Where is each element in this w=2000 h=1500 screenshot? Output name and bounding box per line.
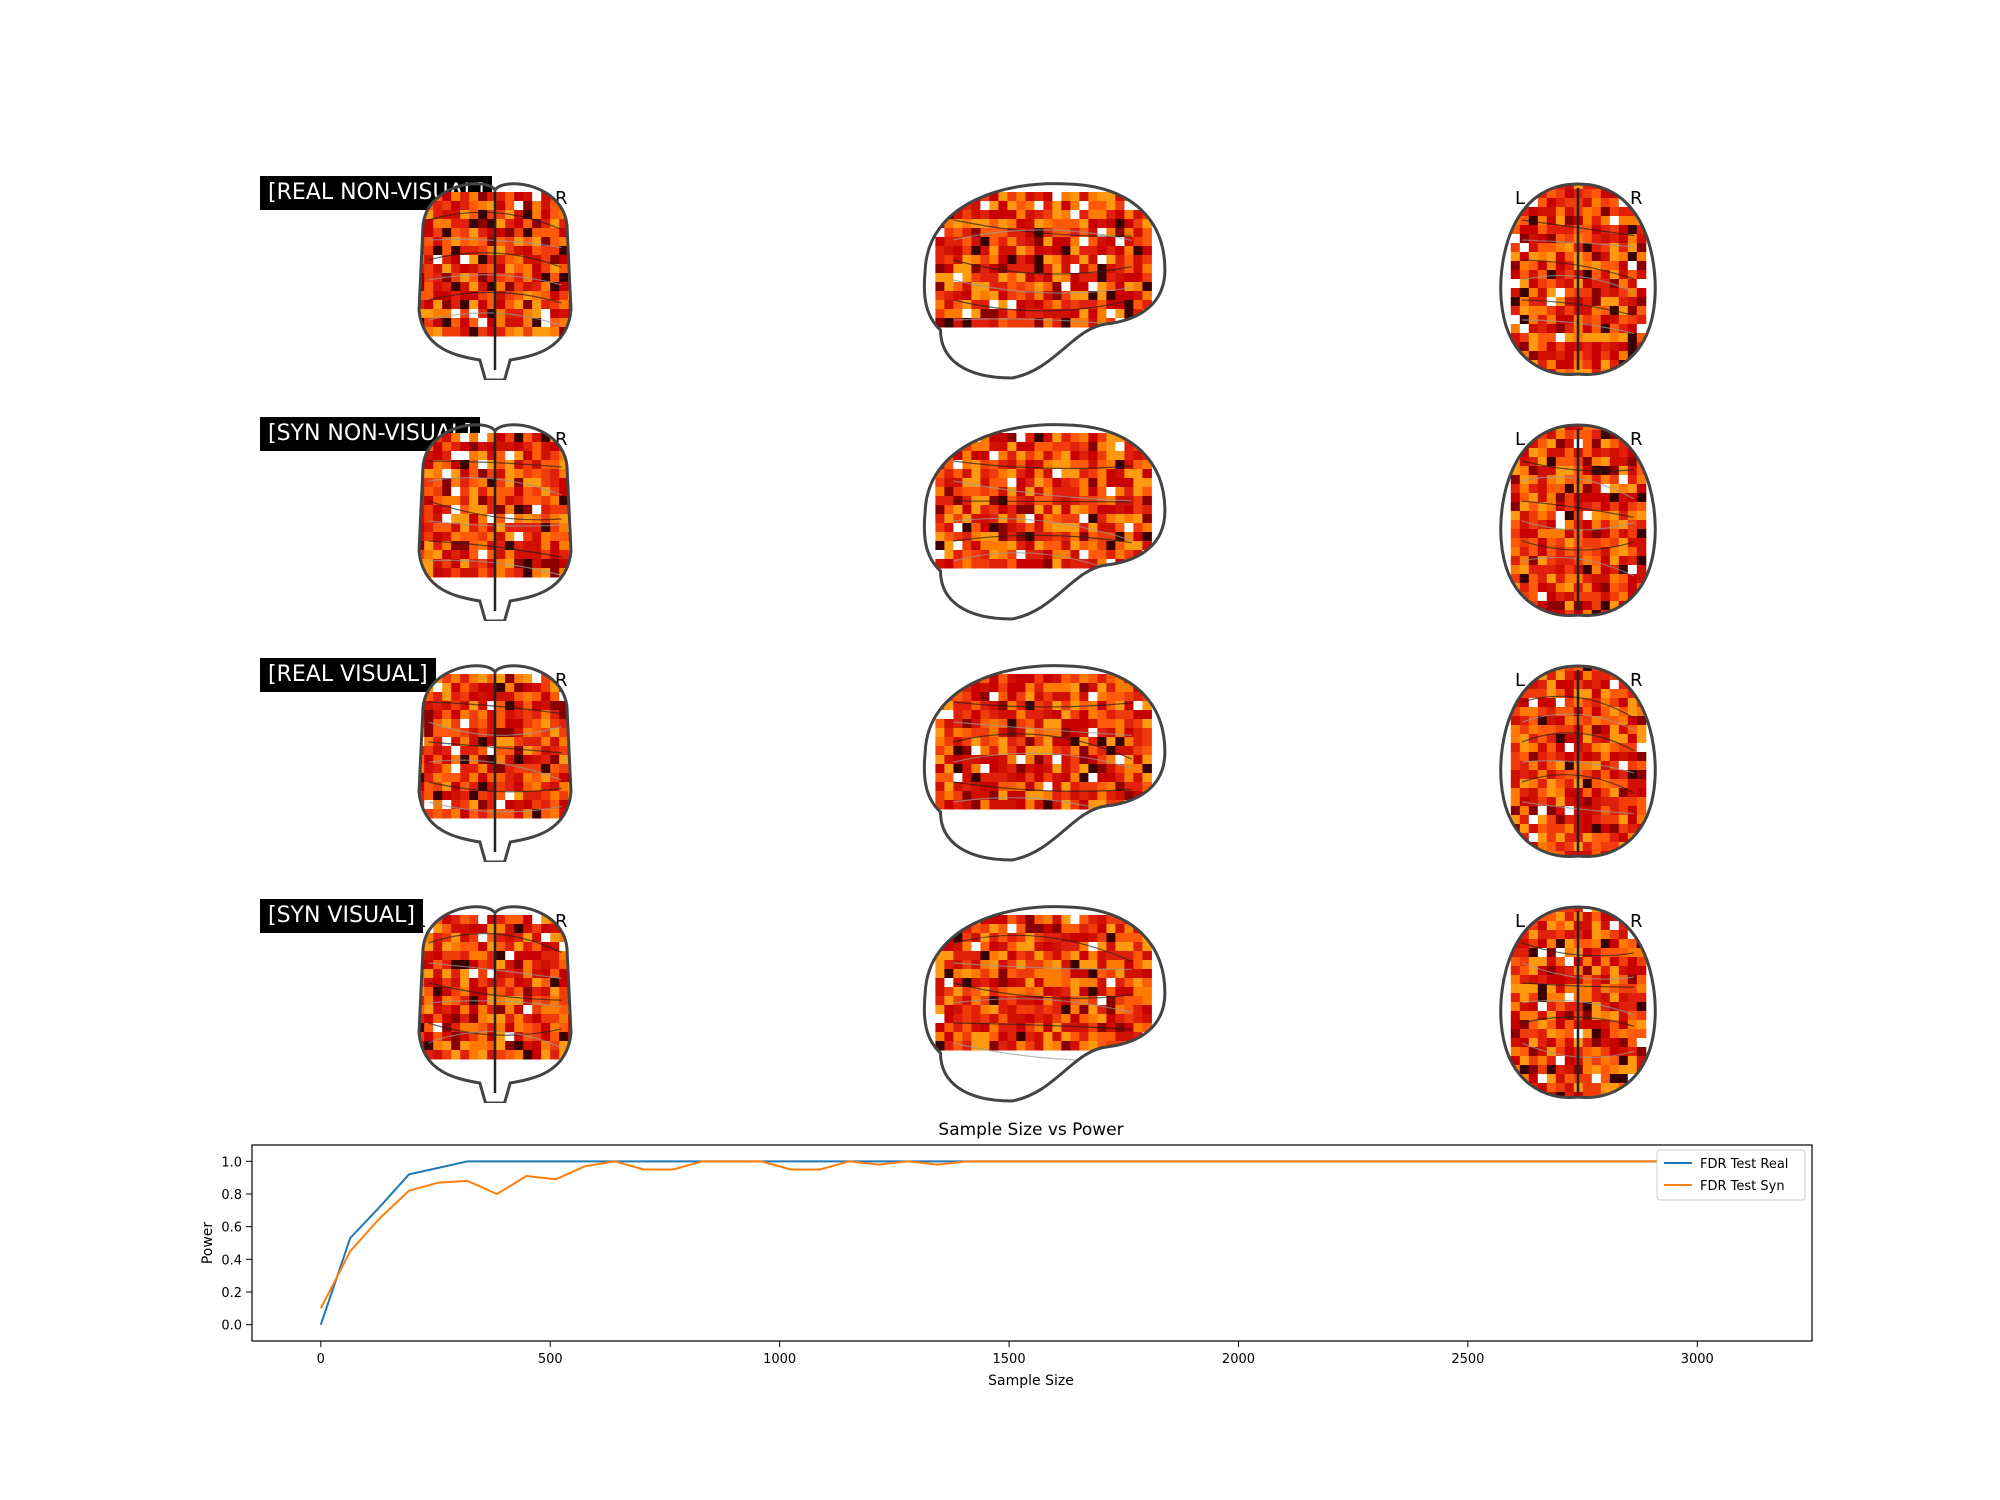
x-axis-label: Sample Size [988, 1373, 1074, 1389]
gyrus-line [953, 982, 1132, 999]
y-tick-label: 0.2 [221, 1286, 242, 1301]
brain-outline [1499, 423, 1657, 618]
activation-map [419, 674, 571, 819]
brain-outline [922, 664, 1167, 862]
row-label-syn-visual: [SYN VISUAL] [260, 899, 423, 933]
series-line-syn [319, 1160, 1790, 1309]
chart-title: Sample Size vs Power [938, 1120, 1123, 1140]
power-line-chart: Sample Size vs Power 0 500 1000 1500 2000 250… [200, 1120, 1813, 1389]
brain-outline [922, 423, 1167, 621]
x-tick-label: 1500 [993, 1352, 1026, 1367]
activation-map [419, 433, 571, 578]
x-tick-label: 2000 [1222, 1352, 1255, 1367]
legend-label-syn: FDR Test Syn [1700, 1179, 1785, 1194]
gyrus-line [953, 299, 1132, 312]
x-tick-label: 500 [538, 1352, 563, 1367]
axial-left-letter: L [1515, 911, 1526, 932]
axial-right-letter: R [1630, 429, 1643, 450]
glass-brain-sagittal [922, 423, 1167, 621]
gyrus-line [953, 721, 1132, 737]
axial-right-letter: R [1630, 670, 1643, 691]
y-tick-label: 0.4 [221, 1253, 242, 1268]
axial-left-letter: L [1515, 429, 1526, 450]
glass-brain-axial [1499, 905, 1657, 1100]
gyrus-line [953, 733, 1132, 760]
y-tick-label: 0.6 [221, 1221, 242, 1236]
glass-brain-coronal [417, 664, 573, 862]
gyrus-line [953, 500, 1132, 503]
gyrus-line [953, 752, 1132, 769]
brain-outline [417, 664, 573, 862]
brain-outline [1499, 664, 1657, 859]
glass-brain-sagittal [922, 905, 1167, 1103]
axial-right-letter: R [1630, 188, 1643, 209]
glass-brain-axial [1499, 664, 1657, 859]
gyrus-line [953, 701, 1132, 708]
brain-outline [417, 182, 573, 380]
gyrus-line [953, 534, 1132, 544]
gyrus-line [953, 229, 1132, 241]
glass-brain-coronal [417, 182, 573, 380]
axial-left-letter: L [1515, 188, 1526, 209]
row-label-real-visual: [REAL VISUAL] [260, 658, 436, 692]
brain-outline [417, 423, 573, 621]
gyrus-line [953, 518, 1132, 542]
activation-map [935, 192, 1152, 328]
coronal-left-letter: L [415, 911, 426, 932]
x-tick-label: 3000 [1681, 1352, 1714, 1367]
brain-outline [1499, 182, 1657, 377]
brain-outline [417, 905, 573, 1103]
gyrus-line [953, 781, 1132, 792]
activation-map [935, 674, 1152, 810]
chart-legend: FDR Test Real FDR Test Syn [1656, 1149, 1806, 1201]
y-axis-label: Power [200, 1222, 216, 1265]
series-line-real [319, 1160, 1790, 1325]
gyrus-line [953, 480, 1132, 502]
y-tick-label: 0.0 [221, 1319, 242, 1334]
activation-map [935, 915, 1152, 1051]
axial-left-letter: L [1515, 670, 1526, 691]
gyrus-line [953, 279, 1132, 294]
brain-outline [1499, 905, 1657, 1100]
gyrus-line [953, 1022, 1132, 1030]
glass-brain-coronal [417, 905, 573, 1103]
gyrus-line [953, 962, 1132, 970]
glass-brain-coronal [417, 423, 573, 621]
brain-outline [922, 182, 1167, 380]
y-tick-label: 1.0 [221, 1155, 242, 1170]
glass-brain-sagittal [922, 182, 1167, 380]
activation-map [419, 915, 571, 1060]
glass-brain-axial [1499, 182, 1657, 377]
x-tick-label: 1000 [763, 1352, 796, 1367]
x-tick-label: 2500 [1451, 1352, 1484, 1367]
plot-frame [251, 1144, 1813, 1342]
axial-right-letter: R [1630, 911, 1643, 932]
gyrus-line [953, 259, 1132, 275]
legend-label-real: FDR Test Real [1700, 1157, 1788, 1172]
gyrus-line [953, 998, 1132, 1014]
gyrus-line [953, 934, 1132, 962]
brain-outline [922, 905, 1167, 1103]
y-tick-label: 0.8 [221, 1188, 242, 1203]
x-tick-label: 0 [317, 1352, 325, 1367]
gyrus-line [953, 460, 1132, 470]
glass-brain-sagittal [922, 664, 1167, 862]
glass-brain-axial [1499, 423, 1657, 618]
